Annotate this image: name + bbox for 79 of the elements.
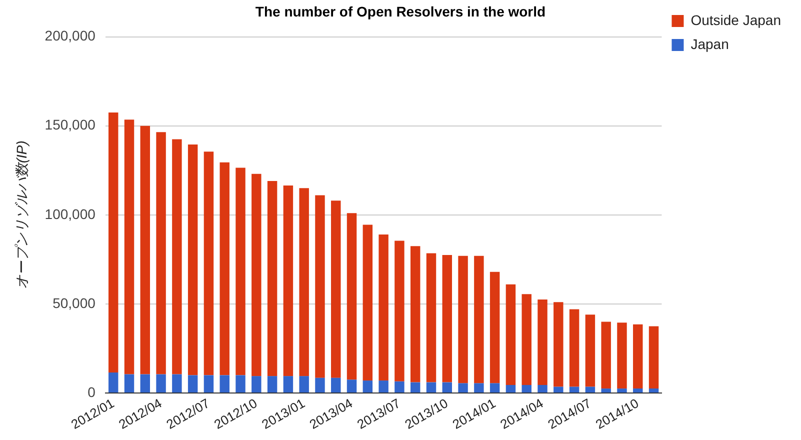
bar [410,246,420,382]
bar [267,181,278,376]
bar [426,253,436,382]
bar [522,294,532,385]
bar [346,213,357,380]
bar [506,384,516,392]
bar [108,112,118,373]
bar [220,162,230,376]
bar [331,378,341,392]
bar [538,384,548,392]
bar [648,326,659,389]
bar [474,383,484,392]
bar [283,376,294,392]
bar [569,309,580,387]
legend-label: Japan [690,36,729,52]
bar [204,152,214,376]
bar [378,234,388,381]
bar [362,380,373,392]
y-tick-label: 200,000 [44,28,96,44]
bar [156,374,166,392]
y-tick-label: 100,000 [44,206,96,222]
bar [140,374,150,392]
bar [554,386,564,392]
y-tick-label: 150,000 [44,116,96,133]
bar [522,384,532,392]
bar [124,374,134,392]
bar [569,386,580,392]
bar [252,376,262,392]
bar [633,388,643,392]
bar [236,375,246,392]
bar [315,195,325,378]
bar [538,299,548,385]
bar [378,380,388,392]
bar [474,256,484,384]
bar [601,322,611,389]
bar [490,272,500,384]
bar [331,200,341,378]
bar [394,240,404,382]
bar [299,188,309,376]
bar [140,126,150,374]
bar [410,382,420,392]
y-tick-label: 50,000 [52,294,96,311]
y-tick-label: 0 [88,384,96,400]
bar [617,388,627,392]
legend-label: Outside Japan [690,12,782,28]
bar [346,380,357,392]
bar [267,376,278,392]
y-axis-title: オープンリゾルバ数(IP) [13,140,30,290]
bar [648,388,659,392]
chart-title: The number of Open Resolvers in the world [255,3,546,20]
bar [490,383,500,392]
bar [585,314,596,387]
bar [394,381,404,392]
bar [172,374,182,392]
bar [236,168,246,376]
bar [601,388,611,392]
bar [204,375,214,392]
bar [554,302,564,387]
bar [506,284,516,385]
bar [458,256,468,384]
bar [299,376,309,392]
bar [156,132,166,374]
bar [633,324,643,389]
bar [458,383,468,392]
bar [442,254,452,382]
bar [188,375,198,392]
bar [442,382,452,392]
bar [172,139,182,374]
bar [585,386,596,392]
bar [362,224,373,381]
bar [283,186,294,376]
bar [252,174,262,376]
bar [426,382,436,392]
bar [188,144,198,376]
bar [108,372,118,392]
bar [315,378,325,392]
bar [617,322,627,389]
bar [220,375,230,392]
bar [124,120,134,374]
